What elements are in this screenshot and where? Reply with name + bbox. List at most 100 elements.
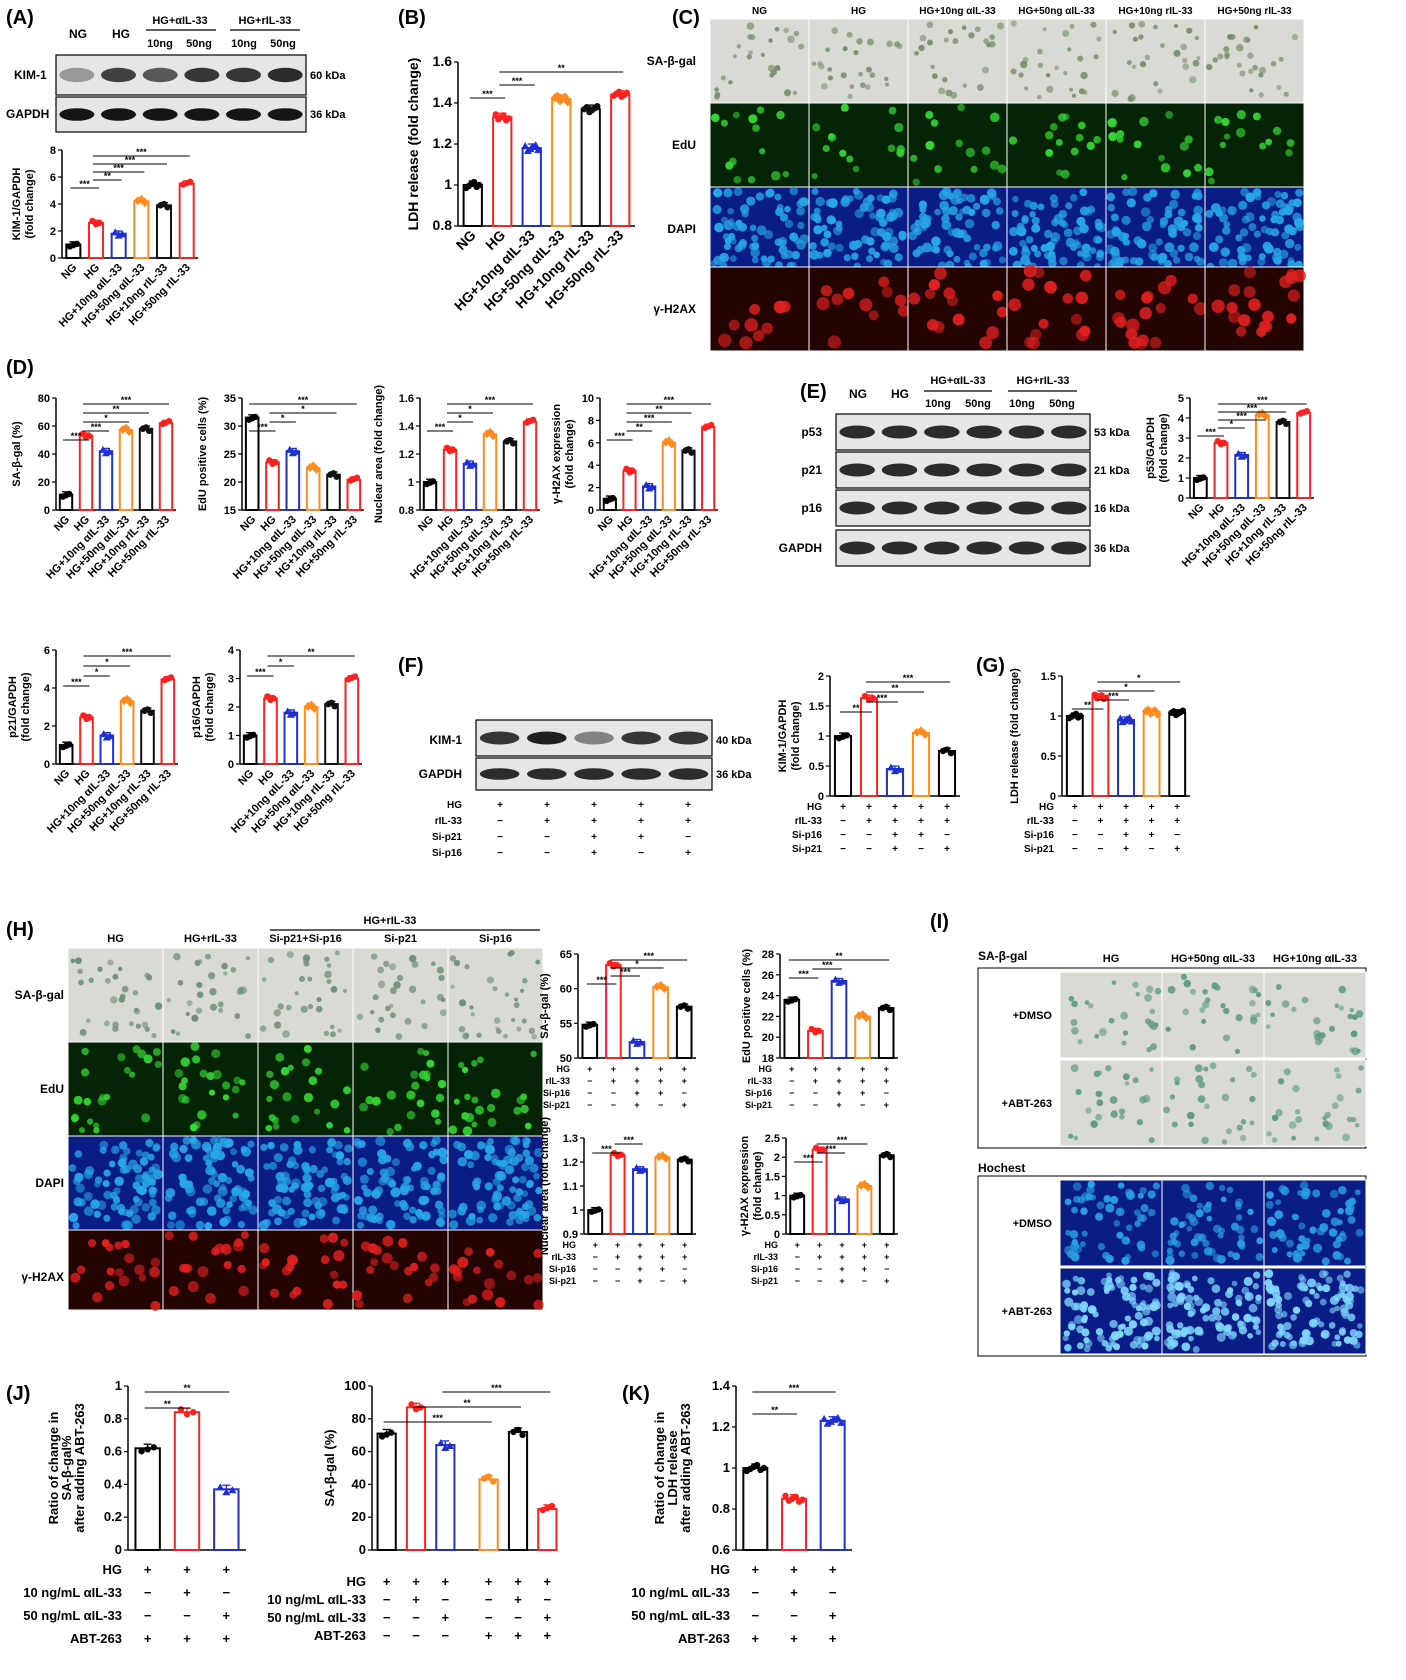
bar	[1117, 719, 1135, 797]
cell-dot	[894, 253, 903, 262]
cell-dot	[476, 1216, 484, 1224]
cell-dot	[1223, 133, 1231, 140]
cell-dot	[282, 1177, 291, 1186]
y-axis-label: LDH release	[665, 1430, 680, 1505]
band-label: KIM-1	[429, 733, 462, 747]
data-point	[782, 1492, 789, 1499]
data-point	[636, 1038, 645, 1046]
cell-dot	[1270, 61, 1277, 67]
data-point	[291, 447, 300, 455]
cell-dot	[964, 218, 975, 229]
dose-label: 50ng	[1049, 398, 1075, 410]
cell-dot	[1070, 313, 1083, 325]
cell-dot	[135, 1149, 143, 1157]
cell-dot	[1033, 266, 1045, 279]
data-point	[252, 413, 259, 421]
cell-dot	[1231, 1280, 1238, 1287]
cell-dot	[1054, 65, 1060, 71]
cell-dot	[979, 248, 988, 258]
cell-dot	[1152, 1182, 1160, 1190]
y-tick-label: 1.2	[563, 1157, 578, 1169]
micrograph-tile	[907, 18, 1008, 104]
cell-dot	[366, 1265, 375, 1274]
cell-dot	[1255, 991, 1262, 998]
cell-dot	[1095, 236, 1103, 244]
cell-dot	[457, 1206, 467, 1216]
bar	[462, 462, 478, 511]
cell-dot	[1149, 1043, 1158, 1051]
cell-dot	[1296, 1243, 1305, 1252]
cell-dot	[492, 1177, 501, 1187]
cell-dot	[1095, 1113, 1103, 1121]
bar	[701, 426, 716, 511]
cell-dot	[1121, 1256, 1130, 1265]
cell-dot	[330, 1193, 340, 1203]
significance-marker: **	[112, 404, 120, 414]
cell-dot	[482, 1289, 494, 1301]
data-point	[623, 89, 630, 97]
cell-dot	[1250, 1225, 1259, 1233]
cell-dot	[220, 1243, 232, 1255]
cell-dot	[83, 1191, 93, 1201]
treatment-mark: +	[813, 1076, 818, 1086]
cell-dot	[1259, 215, 1266, 222]
cell-dot	[1090, 1120, 1098, 1128]
significance-marker: ***	[485, 395, 496, 405]
cell-dot	[961, 25, 967, 31]
column-label: NG	[752, 6, 767, 17]
cell-dot	[1286, 1333, 1293, 1341]
cell-dot	[132, 1045, 141, 1054]
significance-marker: ***	[512, 76, 523, 86]
cell-dot	[1136, 338, 1148, 350]
y-tick-label: 4	[588, 460, 595, 472]
cell-dot	[1144, 1331, 1154, 1341]
micrograph-H	[352, 947, 449, 1043]
cell-dot	[955, 139, 963, 147]
panel-letter-I: (I)	[930, 911, 949, 933]
cell-dot	[93, 1210, 102, 1218]
cell-dot	[1177, 208, 1186, 217]
cell-dot	[1290, 1314, 1297, 1321]
cell-dot	[217, 1001, 224, 1008]
cell-dot	[1241, 242, 1252, 253]
cell-dot	[229, 1195, 237, 1203]
y-axis-label: (fold change)	[204, 672, 216, 741]
cell-dot	[811, 61, 817, 66]
treatment-mark: +	[839, 1240, 844, 1250]
data-point	[351, 673, 359, 680]
cell-dot	[1065, 1229, 1072, 1236]
cell-dot	[1062, 113, 1070, 121]
cell-dot	[168, 1148, 179, 1159]
cell-dot	[275, 1052, 285, 1062]
cell-dot	[1169, 1094, 1176, 1100]
treatment-mark: −	[829, 1585, 837, 1600]
group-label: HG+αIL-33	[152, 15, 207, 27]
treatment-mark: −	[615, 1276, 620, 1286]
blot-KIM-1	[55, 54, 307, 96]
cell-dot	[934, 165, 943, 173]
treatment-mark: +	[544, 816, 550, 827]
cell-dot	[269, 1288, 280, 1298]
cell-dot	[1122, 188, 1131, 197]
significance-marker: ***	[122, 647, 133, 657]
cell-dot	[1192, 1346, 1200, 1353]
y-tick-label: 40	[38, 449, 50, 461]
cell-dot	[476, 1032, 482, 1038]
cell-dot	[76, 1265, 86, 1275]
cell-dot	[798, 197, 807, 206]
cell-dot	[301, 1209, 310, 1218]
y-tick-label: 1.4	[712, 1378, 731, 1393]
cell-dot	[775, 207, 784, 217]
cell-dot	[1350, 1116, 1357, 1123]
data-point	[99, 730, 108, 738]
cell-dot	[1182, 63, 1190, 70]
micrograph-H	[447, 1229, 544, 1311]
cell-dot	[1248, 985, 1257, 994]
treatment-mark: −	[383, 1628, 391, 1643]
treatment-mark: −	[412, 1628, 420, 1643]
cell-dot	[450, 984, 455, 989]
cell-dot	[1084, 1000, 1090, 1005]
data-point	[490, 1478, 497, 1485]
data-point	[118, 230, 127, 238]
cell-dot	[378, 1016, 385, 1023]
